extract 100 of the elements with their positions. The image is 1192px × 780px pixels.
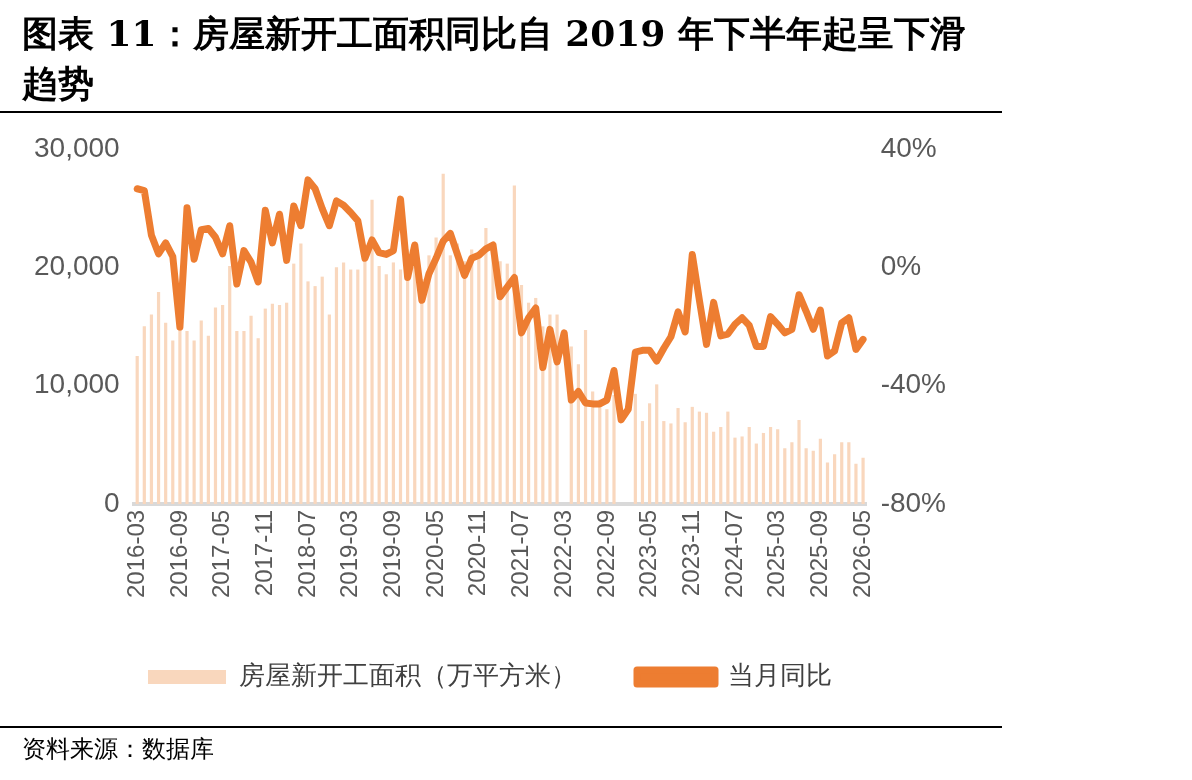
bar — [861, 457, 865, 504]
bar — [363, 261, 367, 504]
y2-tick-label: 0% — [880, 249, 922, 281]
x-tick-label: 2025-09 — [805, 509, 832, 598]
text: 资料来源：数据库 — [22, 734, 214, 765]
bar — [356, 269, 360, 504]
bar — [783, 448, 787, 504]
x-tick-label: 2016-03 — [121, 509, 149, 598]
bar — [228, 265, 232, 504]
y-tick-label: 0 — [104, 486, 120, 518]
bar — [655, 384, 659, 504]
x-tick-label: 2025-03 — [762, 509, 790, 598]
bar — [747, 426, 751, 504]
x-tick-label: 2024-07 — [719, 509, 747, 598]
bar — [327, 314, 331, 504]
x-tick-label: 2017-05 — [207, 509, 235, 598]
bar — [797, 419, 801, 504]
bar — [178, 331, 182, 504]
bar — [413, 267, 417, 504]
bar — [277, 305, 282, 504]
bar — [840, 442, 844, 504]
x-tick-label: 2020-05 — [420, 509, 448, 598]
y2-tick-label: -80% — [880, 486, 947, 518]
bar — [306, 281, 310, 504]
bar — [726, 411, 730, 504]
bar — [712, 431, 716, 504]
legend-label: 房屋新开工面积（万平方米） — [239, 659, 577, 690]
bar — [349, 269, 353, 504]
bar — [740, 436, 744, 504]
bar — [171, 340, 175, 504]
y2-tick-label: 40% — [880, 131, 937, 163]
x-tick-label: 2022-03 — [548, 509, 576, 598]
bar — [847, 442, 851, 504]
bar — [776, 429, 780, 504]
bar — [669, 423, 673, 504]
bar — [135, 355, 139, 504]
bar — [647, 403, 652, 504]
x-tick-label: 2018-07 — [292, 509, 320, 598]
bar — [825, 462, 830, 504]
x-tick-label: 2019-09 — [378, 509, 406, 598]
bar — [199, 320, 203, 504]
bar — [640, 421, 645, 504]
legend-label: 当月同比 — [728, 659, 832, 690]
bar — [811, 450, 815, 504]
bar — [676, 408, 680, 504]
x-tick-label: 2026-05 — [847, 509, 875, 598]
y-tick-label: 30,000 — [34, 131, 120, 163]
bar — [235, 331, 239, 504]
bar — [249, 315, 253, 504]
bar — [384, 274, 388, 504]
chart-title: 图表 11：房屋新开工面积同比自 2019 年下半年起呈下滑趋势 — [22, 11, 967, 106]
bar — [854, 463, 858, 504]
bar — [605, 409, 609, 504]
bar — [149, 314, 154, 504]
bar — [754, 443, 758, 504]
x-tick-label: 2021-07 — [506, 509, 534, 598]
bar — [292, 263, 296, 504]
bar — [299, 243, 303, 504]
bar — [804, 448, 808, 504]
bar — [185, 331, 189, 504]
bar — [221, 305, 225, 504]
y-tick-label: 10,000 — [34, 368, 120, 400]
bar — [334, 267, 339, 504]
bar — [719, 426, 723, 504]
bar — [391, 262, 395, 504]
x-tick-label: 2019-03 — [335, 509, 363, 598]
bar — [320, 276, 324, 504]
bar — [256, 338, 260, 504]
bar — [790, 442, 794, 504]
bar — [704, 412, 709, 504]
bar — [142, 326, 146, 504]
bar — [156, 292, 161, 504]
bar — [398, 269, 403, 504]
bar — [213, 307, 218, 504]
bar — [242, 331, 246, 504]
x-tick-label: 2023-11 — [676, 509, 704, 597]
bar — [612, 395, 616, 504]
y-tick-label: 20,000 — [34, 249, 120, 281]
bar — [434, 237, 438, 504]
bar — [370, 199, 374, 504]
bar — [164, 322, 168, 504]
bar — [662, 421, 666, 504]
bar — [833, 454, 837, 504]
bar — [733, 437, 737, 504]
bar — [270, 303, 275, 504]
bar — [263, 308, 267, 504]
x-tick-label: 2020-11 — [463, 509, 491, 597]
bar — [818, 438, 822, 504]
y2-tick-label: -40% — [880, 368, 947, 400]
bar — [377, 265, 381, 504]
bar — [697, 411, 701, 504]
x-tick-label: 2017-11 — [249, 509, 277, 597]
x-tick-label: 2016-09 — [164, 509, 192, 598]
bar — [285, 302, 289, 504]
x-tick-label: 2022-09 — [591, 509, 619, 598]
bar — [633, 393, 637, 504]
bar — [313, 286, 317, 504]
bar — [427, 255, 431, 504]
bar — [484, 228, 488, 504]
bar — [206, 335, 210, 504]
